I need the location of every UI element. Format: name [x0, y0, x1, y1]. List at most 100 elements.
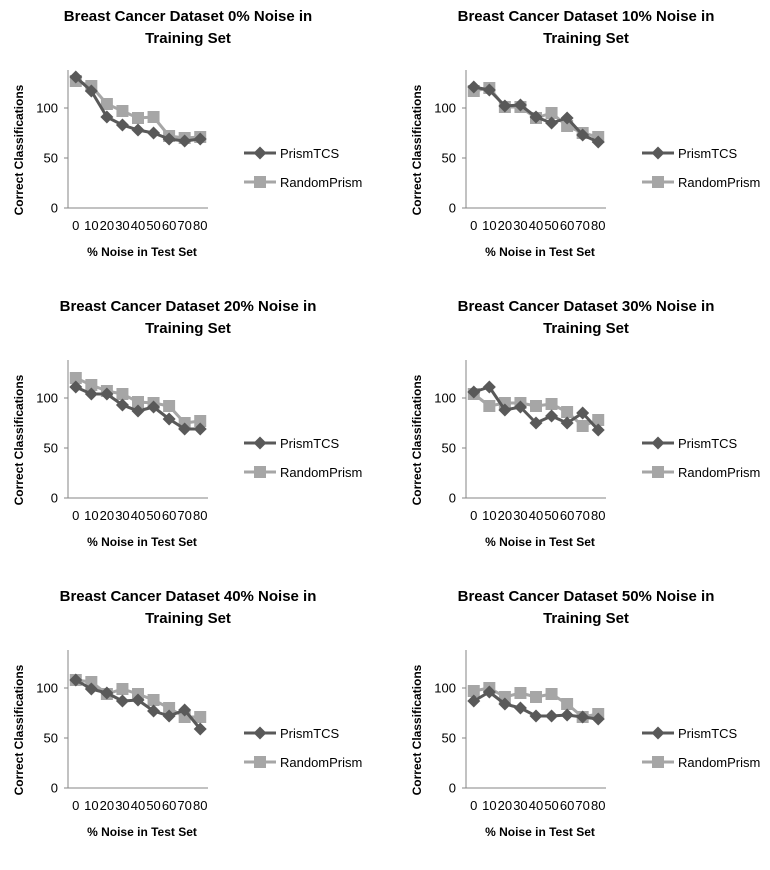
y-tick-label: 50	[44, 441, 58, 456]
legend-marker-randomprism	[254, 176, 266, 188]
data-point-prismtcs	[84, 682, 98, 696]
x-tick-label: 20	[100, 798, 114, 813]
legend-label: RandomPrism	[280, 755, 362, 770]
data-point-prismtcs	[482, 685, 496, 699]
data-point-randomprism	[545, 398, 558, 410]
x-tick-label: 0	[72, 508, 79, 523]
legend-marker-prismtcs	[253, 726, 267, 740]
x-tick-label: 0	[470, 798, 477, 813]
data-point-prismtcs	[513, 98, 527, 112]
x-tick-label: 10	[84, 218, 98, 233]
data-point-randomprism	[514, 687, 527, 699]
data-point-randomprism	[85, 676, 98, 688]
legend-label: PrismTCS	[280, 436, 340, 451]
legend-label: RandomPrism	[280, 465, 362, 480]
data-point-prismtcs	[131, 693, 145, 707]
line-chart: Breast Cancer Dataset 50% Noise in Traini…	[410, 588, 760, 839]
chart-title: Training Set	[543, 30, 629, 47]
x-tick-label: 80	[193, 218, 207, 233]
legend-label: PrismTCS	[678, 726, 738, 741]
y-tick-label: 0	[449, 781, 456, 796]
x-tick-label: 60	[560, 798, 574, 813]
x-tick-label: 60	[560, 218, 574, 233]
line-chart: Breast Cancer Dataset 20% Noise in Traini…	[12, 298, 362, 549]
x-tick-label: 0	[470, 218, 477, 233]
data-point-prismtcs	[100, 110, 114, 124]
y-tick-label: 50	[442, 151, 456, 166]
x-tick-label: 10	[482, 508, 496, 523]
x-tick-label: 80	[591, 218, 605, 233]
data-point-prismtcs	[162, 709, 176, 723]
x-tick-label: 40	[131, 798, 145, 813]
data-point-prismtcs	[591, 135, 605, 149]
y-axis-title: Correct Classifications	[12, 374, 26, 505]
line-chart: Breast Cancer Dataset 30% Noise in Traini…	[410, 298, 760, 549]
data-point-randomprism	[132, 396, 144, 408]
data-point-prismtcs	[513, 400, 527, 414]
data-point-prismtcs	[498, 697, 512, 711]
data-point-prismtcs	[560, 708, 574, 722]
data-point-randomprism	[530, 400, 542, 412]
chart-panel: Breast Cancer Dataset 10% Noise in Traini…	[398, 0, 770, 290]
x-tick-label: 10	[84, 798, 98, 813]
y-axis-title: Correct Classifications	[12, 664, 26, 795]
data-point-randomprism	[530, 691, 542, 703]
data-point-randomprism	[69, 372, 82, 384]
legend-label: PrismTCS	[280, 146, 340, 161]
data-point-prismtcs	[69, 380, 83, 394]
line-chart: Breast Cancer Dataset 0% Noise in Trainin…	[12, 8, 362, 259]
x-axis-title: % Noise in Test Set	[87, 535, 197, 549]
data-point-randomprism	[147, 111, 160, 123]
x-tick-label: 20	[498, 218, 512, 233]
data-point-prismtcs	[560, 416, 574, 430]
data-point-prismtcs	[591, 423, 605, 437]
y-tick-label: 100	[434, 101, 456, 116]
legend-label: RandomPrism	[678, 755, 760, 770]
legend-marker-prismtcs	[253, 436, 267, 450]
data-point-prismtcs	[147, 126, 161, 140]
x-tick-label: 20	[100, 508, 114, 523]
legend-marker-prismtcs	[253, 146, 267, 160]
data-point-prismtcs	[545, 116, 559, 130]
x-tick-label: 60	[162, 218, 176, 233]
x-tick-label: 70	[177, 508, 191, 523]
x-tick-label: 30	[115, 508, 129, 523]
x-tick-label: 20	[100, 218, 114, 233]
chart-grid: Breast Cancer Dataset 0% Noise in Trainin…	[0, 0, 770, 839]
chart-panel: Breast Cancer Dataset 40% Noise in Traini…	[0, 580, 385, 870]
x-tick-label: 50	[146, 798, 160, 813]
data-point-prismtcs	[467, 80, 481, 94]
x-tick-label: 70	[575, 218, 589, 233]
x-tick-label: 70	[575, 508, 589, 523]
data-point-randomprism	[561, 698, 574, 710]
data-point-prismtcs	[178, 703, 192, 717]
x-tick-label: 30	[115, 798, 129, 813]
x-tick-label: 10	[84, 508, 98, 523]
data-point-prismtcs	[69, 673, 83, 687]
data-point-prismtcs	[467, 385, 481, 399]
chart-title: Training Set	[543, 610, 629, 627]
legend-marker-prismtcs	[651, 726, 665, 740]
y-tick-label: 50	[44, 731, 58, 746]
chart-title: Breast Cancer Dataset 30% Noise in	[458, 298, 715, 315]
chart-title: Training Set	[145, 30, 231, 47]
y-tick-label: 100	[36, 681, 58, 696]
line-chart: Breast Cancer Dataset 10% Noise in Traini…	[410, 8, 760, 259]
chart-panel: Breast Cancer Dataset 20% Noise in Traini…	[0, 290, 385, 580]
data-point-randomprism	[116, 388, 129, 400]
chart-title: Breast Cancer Dataset 50% Noise in	[458, 588, 715, 605]
x-tick-label: 40	[131, 218, 145, 233]
x-tick-label: 70	[575, 798, 589, 813]
chart-title: Training Set	[543, 320, 629, 337]
data-point-prismtcs	[498, 99, 512, 113]
data-point-randomprism	[132, 112, 144, 124]
x-tick-label: 40	[529, 508, 543, 523]
x-tick-label: 30	[513, 218, 527, 233]
x-tick-label: 80	[193, 508, 207, 523]
chart-panel: Breast Cancer Dataset 30% Noise in Traini…	[398, 290, 770, 580]
data-point-prismtcs	[131, 123, 145, 137]
data-point-prismtcs	[545, 709, 559, 723]
y-axis-title: Correct Classifications	[12, 84, 26, 215]
x-axis-title: % Noise in Test Set	[87, 245, 197, 259]
x-tick-label: 10	[482, 218, 496, 233]
